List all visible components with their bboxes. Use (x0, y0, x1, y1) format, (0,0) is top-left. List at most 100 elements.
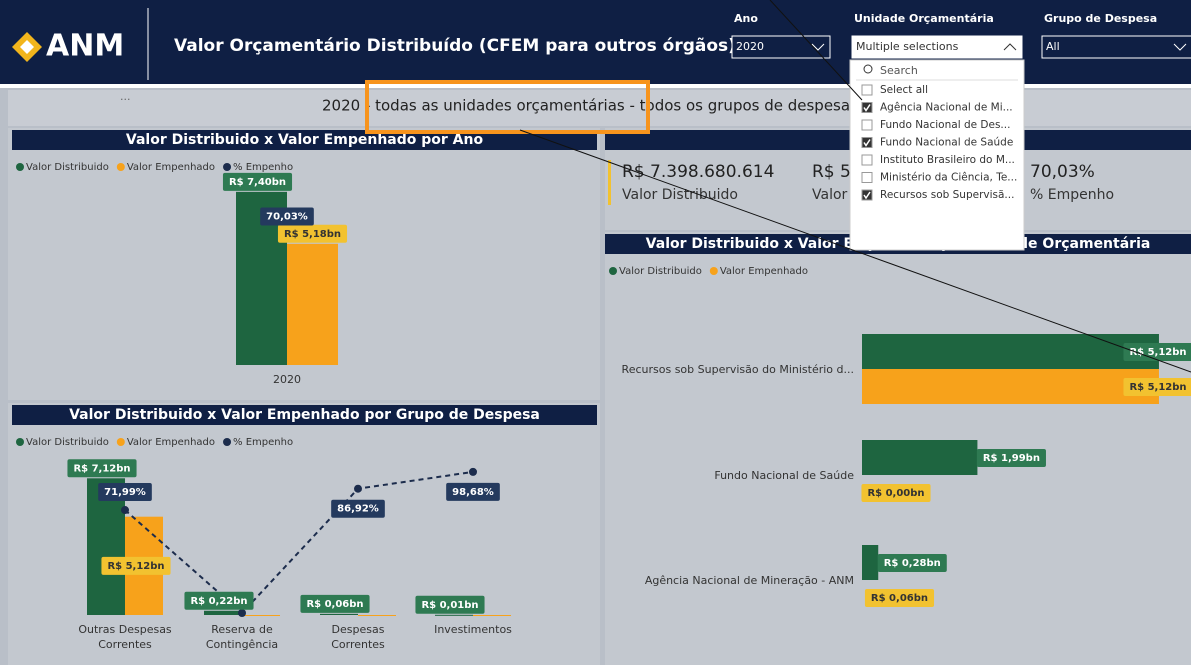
legend-item: Valor Distribuido (26, 162, 109, 173)
bar (435, 614, 473, 616)
chart-title-bar (12, 130, 597, 150)
dropdown-item[interactable]: Ministério da Ciência, Te... (880, 172, 1017, 184)
checkbox[interactable] (861, 119, 873, 131)
dropdown-item[interactable]: Agência Nacional de Mi... (880, 102, 1013, 114)
annotation-arrow (769, 0, 863, 101)
legend-item: Valor Distribuido (619, 266, 702, 277)
data-label: R$ 7,12bn (73, 463, 130, 474)
checkmark (863, 139, 871, 147)
x-tick-label: Despesas Correntes (331, 623, 385, 651)
label-box (1123, 378, 1191, 396)
point (469, 467, 477, 476)
legend-dot (709, 267, 718, 275)
y-tick-label: Recursos sob Supervisão do Ministério d.… (622, 363, 854, 376)
label-box (300, 594, 370, 613)
bar (862, 545, 879, 580)
card-label: % Empenho (1030, 187, 1114, 203)
x-tick-line: Outras Despesas (78, 623, 172, 636)
more-options[interactable]: ··· (120, 93, 131, 106)
chart-title-bar (12, 405, 597, 425)
bar (287, 243, 338, 365)
subtitle: 2020 - todas as unidades orçamentárias -… (322, 97, 850, 115)
filter-value: Multiple selections (856, 40, 959, 53)
dropdown-item[interactable]: Fundo Nacional de Des... (880, 119, 1010, 131)
label-box (98, 483, 152, 502)
x-tick-line: Correntes (98, 638, 152, 651)
card-value: R$ 7.398.680.614 (622, 162, 774, 182)
filter-label: Ano (734, 12, 758, 25)
point (238, 609, 246, 617)
label-box (184, 591, 254, 610)
data-label: R$ 1,99bn (983, 453, 1040, 464)
checkbox[interactable] (861, 137, 873, 148)
bar (473, 615, 511, 616)
legend-dot (223, 163, 232, 171)
x-tick-label: Investimentos (434, 623, 512, 636)
dropdown-item[interactable]: Recursos sob Supervisã... (880, 189, 1014, 201)
legend-item: % Empenho (233, 437, 293, 448)
checkbox[interactable] (861, 154, 873, 166)
label-box (861, 484, 931, 502)
label-box (67, 459, 137, 478)
header-line (0, 84, 1191, 88)
chevron (811, 43, 825, 51)
label-box (877, 554, 947, 572)
bar (204, 610, 242, 615)
checkbox[interactable] (861, 102, 873, 113)
data-label: R$ 0,00bn (867, 488, 924, 499)
legend-dot (116, 438, 125, 446)
label-box (277, 224, 348, 243)
data-label: 86,92% (337, 504, 379, 515)
label-box (260, 207, 314, 226)
logo-text: ANM (46, 29, 124, 64)
data-label: R$ 5,12bn (1129, 347, 1186, 358)
label-box (446, 482, 500, 501)
filter-select[interactable] (1041, 35, 1191, 59)
header-title: Valor Orçamentário Distribuído (CFEM par… (174, 36, 736, 56)
dropdown-item[interactable]: Select all (880, 84, 928, 96)
filter-select[interactable] (731, 35, 831, 59)
bar (862, 440, 978, 475)
chevron (1173, 43, 1187, 51)
checkbox[interactable] (861, 84, 873, 96)
legend-dot (16, 438, 24, 446)
label-box (415, 595, 485, 614)
data-label: R$ 5,12bn (1129, 382, 1186, 393)
point (354, 484, 362, 493)
filter-select[interactable] (851, 35, 1023, 59)
bar (320, 613, 358, 615)
chevron (1003, 43, 1017, 51)
checkbox[interactable] (861, 189, 873, 201)
dropdown-item[interactable]: Fundo Nacional de Saúde (880, 137, 1013, 149)
legend-item: % Empenho (233, 162, 293, 173)
search-box[interactable]: Search (880, 64, 918, 77)
data-label: R$ 7,40bn (229, 177, 286, 188)
x-tick-line: 2020 (273, 373, 301, 386)
x-tick-line: Correntes (331, 638, 385, 651)
label-box (222, 172, 293, 191)
legend-dot (116, 163, 125, 171)
x-tick-label: 2020 (273, 373, 301, 386)
legend-item: Valor Empenhado (127, 162, 215, 173)
bar (862, 369, 1159, 404)
checkbox[interactable] (861, 172, 873, 183)
label-box (976, 449, 1046, 467)
legend-item: Valor Empenhado (720, 266, 808, 277)
card-value: 70,03% (1030, 162, 1095, 182)
dropdown-item[interactable]: Instituto Brasileiro do M... (880, 154, 1015, 166)
filter-label: Grupo de Despesa (1044, 12, 1157, 25)
legend-item: Valor Empenhado (127, 437, 215, 448)
data-label: R$ 0,01bn (421, 600, 478, 611)
x-tick-label: Outras Despesas Correntes (78, 623, 172, 651)
x-tick-line: Investimentos (434, 623, 512, 636)
filter-value: 2020 (736, 40, 764, 53)
annotation-arrow (519, 129, 1191, 373)
legend-dot (609, 267, 617, 275)
data-label: R$ 0,06bn (306, 599, 363, 610)
bar (862, 334, 1159, 369)
data-label: R$ 5,12bn (107, 561, 164, 572)
point (121, 506, 129, 515)
card-accent (608, 160, 611, 205)
